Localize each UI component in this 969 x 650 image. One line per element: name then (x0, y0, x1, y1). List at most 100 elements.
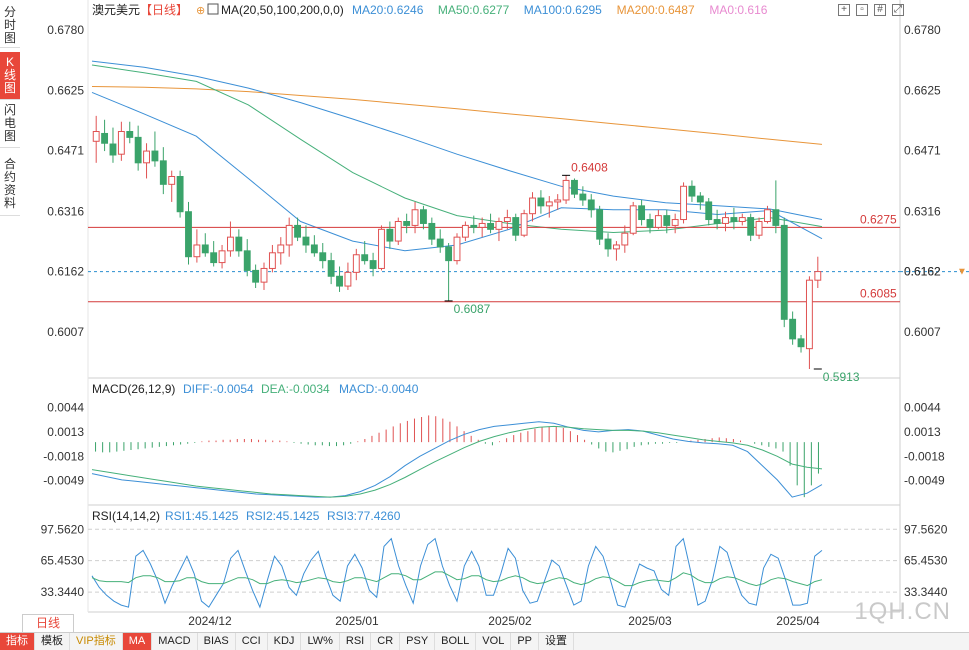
candle-body (378, 228, 385, 269)
macd-value-label: MACD:-0.0040 (339, 382, 419, 396)
grid-icon[interactable]: # (874, 4, 886, 16)
toolbar-button-9[interactable]: RSI (340, 633, 372, 650)
candle-body (805, 279, 813, 350)
candle-body (596, 209, 604, 240)
y-tick-label: 0.6007 (47, 325, 84, 339)
candle-body (738, 217, 746, 222)
current-price-label: 0.6162 (904, 265, 941, 279)
candle-body (520, 213, 528, 236)
candle-body (411, 209, 419, 226)
period-label: 【日线】 (140, 3, 188, 17)
candle-body (336, 275, 343, 287)
x-tick-label: 2025/03 (628, 614, 672, 628)
candle-body (705, 201, 713, 221)
side-tab-label: 闪电图 (4, 103, 17, 143)
rsi1-label: RSI1:45.1425 (165, 509, 239, 523)
ma-title: MA(20,50,100,200,0,0) (221, 3, 344, 17)
candle-body (285, 224, 293, 246)
candle-body (554, 199, 562, 203)
candle-body (772, 209, 780, 226)
fit-icon[interactable]: ▫ (856, 4, 868, 16)
toolbar-button-8[interactable]: LW% (301, 633, 340, 650)
macd-y-tick-right: 0.0013 (904, 425, 941, 439)
rsi3-label: RSI3:77.4260 (327, 509, 401, 523)
side-tab-3[interactable]: 合约资料 (0, 152, 20, 216)
candle-body (193, 244, 201, 258)
side-tab-1[interactable]: K线图 (0, 52, 20, 100)
candle-body (604, 238, 612, 250)
candle-body (344, 271, 352, 287)
price-line-label: 0.6085 (860, 287, 897, 301)
macd-y-tick: 0.0013 (47, 425, 84, 439)
ma-line-ma200 (91, 86, 823, 145)
candle-body (696, 195, 704, 203)
y-tick-label-right: 0.6780 (904, 23, 941, 37)
candle-body (201, 244, 209, 254)
candle-body (134, 136, 142, 164)
candle-body (420, 209, 427, 224)
candle-body (755, 220, 763, 236)
chart-area: 0.6780 0.6780 0.6625 0.6625 0.6471 0.6471 0.63… (41, 0, 969, 628)
x-tick-label: 2024/12 (188, 614, 232, 628)
toolbar-button-2[interactable]: VIP指标 (70, 633, 123, 650)
candle-body (101, 132, 109, 144)
rsi2-label: RSI2:45.1425 (246, 509, 320, 523)
side-tab-2[interactable]: 闪电图 (0, 100, 20, 148)
candle-body (109, 143, 117, 156)
toolbar-button-13[interactable]: VOL (476, 633, 512, 650)
candle-body (545, 201, 553, 207)
candle-body (428, 222, 436, 240)
toolbar-button-15[interactable]: 设置 (539, 633, 574, 650)
candle-body (302, 236, 310, 246)
candle-body (789, 318, 797, 340)
candle-body (470, 224, 478, 228)
candle-body (235, 236, 243, 252)
macd-y-tick-right: -0.0049 (904, 474, 945, 488)
macd-y-tick: -0.0018 (43, 449, 84, 463)
toolbar-button-3[interactable]: MA (122, 633, 153, 650)
x-tick-label: 2025/02 (488, 614, 532, 628)
y-tick-label-right: 0.6316 (904, 204, 941, 218)
toolbar-button-12[interactable]: BOLL (435, 633, 477, 650)
candle-body (495, 220, 503, 230)
candle-body (185, 211, 192, 258)
rsi-y-tick: 97.5620 (41, 522, 85, 536)
candle-body (218, 250, 226, 264)
candle-body (126, 131, 134, 138)
candle-body (562, 179, 570, 201)
candle-body (210, 252, 218, 264)
y-tick-label-right: 0.6625 (904, 83, 941, 97)
toolbar-button-6[interactable]: CCI (236, 633, 268, 650)
indicator-toolbar: 指标 模板 VIP指标 MA MACD BIAS CCI KDJ LW% RSI CR PSY BOLL… (0, 632, 969, 650)
period-button[interactable]: 日线 (22, 614, 74, 633)
toolbar-button-1[interactable]: 模板 (35, 633, 70, 650)
toolbar-button-5[interactable]: BIAS (198, 633, 236, 650)
indicator-icon[interactable] (207, 3, 219, 15)
toolbar-button-0[interactable]: 指标 (0, 633, 35, 650)
candle-body (243, 250, 251, 271)
toolbar-button-14[interactable]: PP (511, 633, 539, 650)
candle-body (747, 217, 755, 236)
settings-icon[interactable]: ⊕ (196, 5, 205, 17)
candle-body (730, 217, 738, 222)
toolbar-button-7[interactable]: KDJ (268, 633, 302, 650)
macd-dea-line (91, 425, 823, 498)
toolbar-button-4[interactable]: MACD (152, 633, 198, 650)
candle-body (814, 271, 822, 281)
toolbar-button-11[interactable]: PSY (400, 633, 436, 650)
crosshair-icon[interactable]: + (838, 4, 850, 16)
maximize-icon[interactable]: ⤢ (892, 4, 904, 16)
side-tab-0[interactable]: 分时图 (0, 4, 20, 48)
candle-body (319, 252, 327, 262)
macd-y-tick: -0.0049 (43, 474, 84, 488)
y-tick-label: 0.6780 (47, 23, 84, 37)
candle-body (453, 236, 461, 262)
toolbar-button-10[interactable]: CR (371, 633, 401, 650)
candle-body (780, 224, 788, 320)
candle-body (92, 131, 100, 142)
candle-body (529, 197, 536, 215)
candle-body (612, 244, 620, 250)
ma-legend-label: MA50:0.6277 (438, 3, 510, 17)
ma-legend-label: MA100:0.6295 (524, 3, 602, 17)
candle-body (571, 179, 578, 195)
